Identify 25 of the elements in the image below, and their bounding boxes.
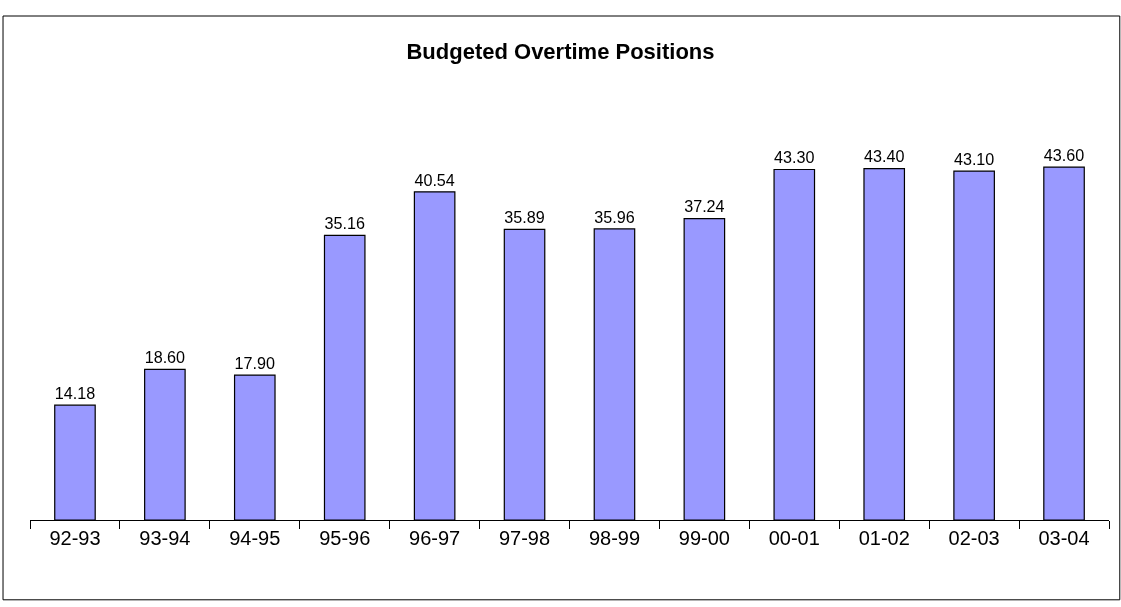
data-label: 17.90 (234, 353, 276, 372)
x-tick-label: 94-95 (229, 527, 281, 549)
data-label: 43.60 (1043, 145, 1085, 164)
x-tick-label: 03-04 (1038, 527, 1090, 549)
x-tick-label: 93-94 (139, 527, 191, 549)
data-label: 37.24 (684, 197, 725, 216)
data-label: 35.96 (594, 207, 635, 226)
data-label: 40.54 (414, 170, 455, 189)
data-label: 43.40 (863, 147, 905, 166)
data-label: 43.30 (774, 148, 815, 167)
x-tick-label: 01-02 (858, 527, 910, 549)
data-label: 14.18 (54, 383, 96, 402)
data-label: 35.89 (504, 208, 545, 227)
x-tick-label: 99-00 (678, 527, 730, 549)
data-label: 18.60 (144, 348, 186, 367)
data-label: 35.16 (324, 214, 365, 233)
x-tick-label: 92-93 (49, 527, 101, 549)
x-tick-label: 97-98 (498, 527, 551, 549)
x-tick-label: 02-03 (948, 527, 1000, 549)
x-tick-label: 96-97 (409, 527, 461, 549)
chart-title: Budgeted Overtime Positions (406, 39, 715, 65)
x-tick-label: 00-01 (768, 527, 820, 549)
data-label: 43.10 (953, 149, 995, 168)
x-tick-label: 95-96 (319, 527, 371, 549)
x-tick-label: 98-99 (588, 527, 641, 549)
